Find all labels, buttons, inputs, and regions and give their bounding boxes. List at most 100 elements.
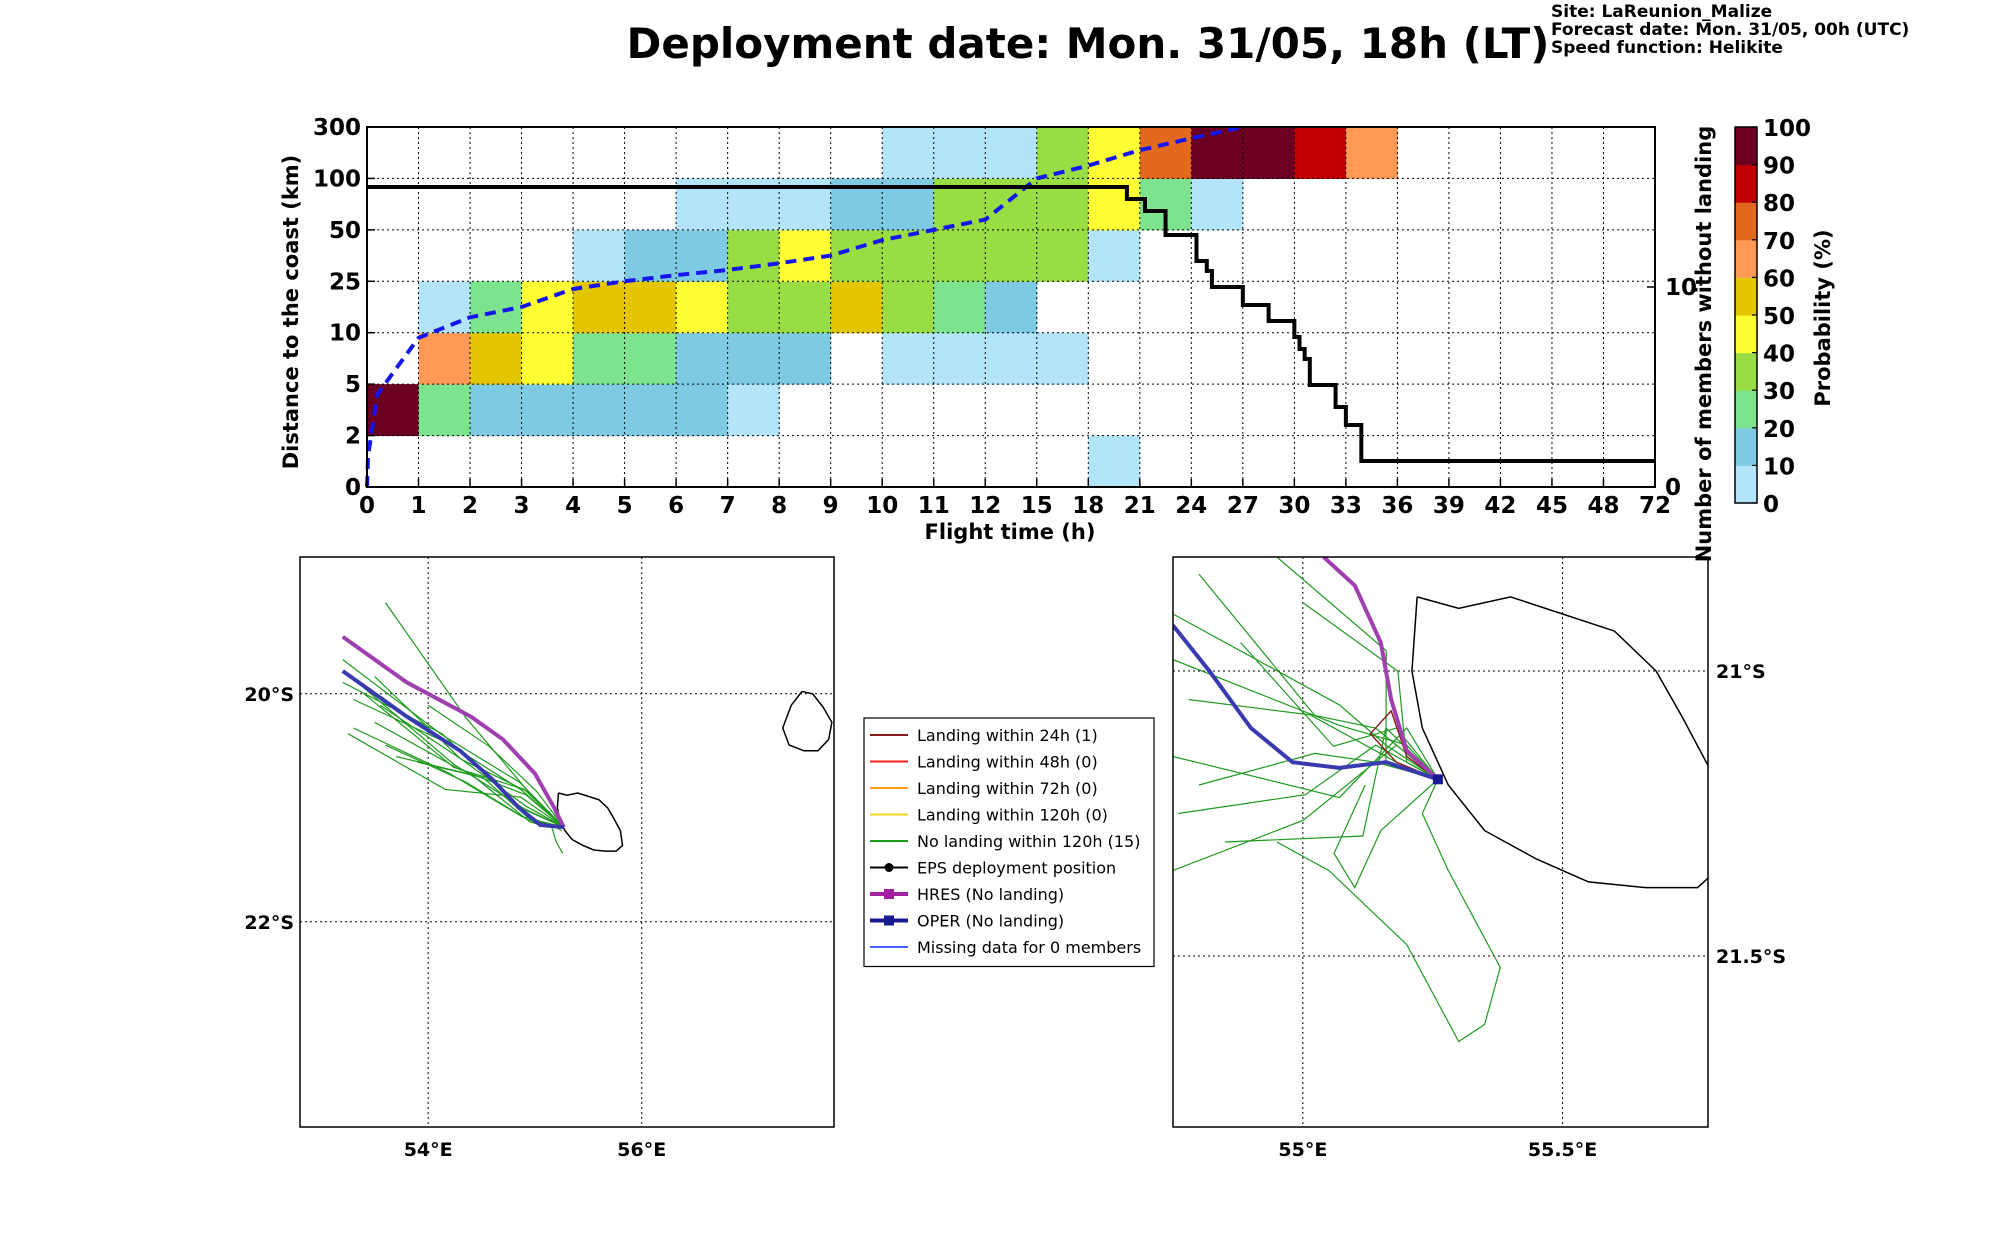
x-tick-label: 2 xyxy=(462,493,478,519)
colorbar-label: Probability (%) xyxy=(1811,229,1835,406)
y-tick-label: 100 xyxy=(313,166,361,192)
heat-cell xyxy=(1345,127,1398,179)
x-tick-label: 72 xyxy=(1639,493,1671,519)
median-distance-line xyxy=(365,125,1244,488)
legend-item: EPS deployment position xyxy=(870,859,1116,878)
heat-cell xyxy=(521,332,574,385)
heat-cell xyxy=(933,281,986,334)
legend-label: No landing within 120h (15) xyxy=(917,832,1140,851)
x-tick-label: 30 xyxy=(1278,493,1310,519)
ensemble-trajectory xyxy=(1333,778,1439,889)
heatmap-y2-label: Number of members without landing xyxy=(1692,126,1716,563)
colorbar-tick-label: 30 xyxy=(1763,379,1795,405)
figure-title: Deployment date: Mon. 31/05, 18h (LT) xyxy=(626,19,1549,68)
legend: Landing within 24h (1) Landing within 48h… xyxy=(863,717,1155,968)
heat-cell xyxy=(779,332,832,385)
heat-cell xyxy=(624,384,677,437)
ensemble-trajectory xyxy=(384,602,565,828)
colorbar-tick-label: 50 xyxy=(1763,304,1795,330)
heatmap-y-label: Distance to the coast (km) xyxy=(279,155,303,470)
ensemble-trajectory xyxy=(1173,613,1439,780)
heat-cell xyxy=(933,127,986,179)
heat-cell xyxy=(882,127,935,179)
heat-cell xyxy=(1242,127,1295,179)
x-tick-label: 45 xyxy=(1536,493,1568,519)
colorbar-segment xyxy=(1735,277,1757,316)
reunion-coastline xyxy=(556,792,624,852)
hres-trajectory xyxy=(341,635,566,829)
heat-cell xyxy=(779,281,832,334)
heat-cell xyxy=(1036,229,1089,282)
heat-cell xyxy=(573,384,626,437)
y-tick-label: 5 xyxy=(345,372,361,398)
legend-item: Missing data for 0 members xyxy=(870,938,1141,957)
legend-label: OPER (No landing) xyxy=(917,912,1064,931)
x-tick-label: 5 xyxy=(617,493,633,519)
colorbar-segment xyxy=(1735,427,1757,466)
reunion-coastline xyxy=(1411,596,1708,889)
x-tick-label: 27 xyxy=(1227,493,1259,519)
oper-trajectory xyxy=(1173,624,1439,782)
y-tick-label: 2 xyxy=(345,424,361,450)
heatmap-frame xyxy=(366,126,1656,488)
legend-item: Landing within 120h (0) xyxy=(870,806,1108,825)
legend-label: Missing data for 0 members xyxy=(917,938,1141,957)
map-lon-label: 55°E xyxy=(1278,1139,1327,1161)
heat-cell xyxy=(882,281,935,334)
colorbar-segment xyxy=(1735,315,1757,354)
x-tick-label: 1 xyxy=(411,493,427,519)
x-tick-label: 4 xyxy=(565,493,581,519)
heat-cell xyxy=(470,281,523,334)
map-lat-label: 21.5°S xyxy=(1716,946,1786,968)
map-content xyxy=(1173,557,1708,1127)
ensemble-trajectory xyxy=(353,727,564,828)
heat-cell xyxy=(882,332,935,385)
colorbar-tick-label: 90 xyxy=(1763,154,1795,180)
heat-cell xyxy=(624,229,677,282)
x-tick-label: 12 xyxy=(969,493,1001,519)
colorbar-tick-label: 0 xyxy=(1763,492,1779,518)
map-frame xyxy=(299,556,835,1128)
colorbar-tick-label: 40 xyxy=(1763,342,1795,368)
heat-cell xyxy=(985,127,1038,179)
map-zoom: 55°E 55.5°E 21°S 21.5°S xyxy=(1172,556,1786,1161)
colorbar-tick-label: 10 xyxy=(1763,454,1795,480)
heat-cell xyxy=(985,229,1038,282)
legend-label: Landing within 120h (0) xyxy=(917,806,1108,825)
heat-cell xyxy=(727,384,780,437)
legend-item: OPER (No landing) xyxy=(870,912,1064,931)
mauritius-coastline xyxy=(781,690,833,752)
colorbar-segment xyxy=(1735,127,1757,166)
x-tick-label: 9 xyxy=(823,493,839,519)
heat-cell xyxy=(521,384,574,437)
heat-cell xyxy=(418,281,471,334)
ensemble-trajectory xyxy=(1276,779,1501,1043)
map-lon-label: 56°E xyxy=(617,1139,666,1161)
legend-item: HRES (No landing) xyxy=(870,885,1064,904)
x-tick-label: 3 xyxy=(514,493,530,519)
landing-24h-trajectory xyxy=(1369,709,1439,780)
heat-cell xyxy=(985,332,1038,385)
x-tick-label: 7 xyxy=(720,493,736,519)
map-lat-label: 21°S xyxy=(1716,661,1766,683)
ensemble-trajectory xyxy=(1240,642,1439,780)
heat-cell xyxy=(624,332,677,385)
legend-swatch-square xyxy=(884,889,894,899)
x-tick-label: 39 xyxy=(1433,493,1465,519)
x-tick-label: 6 xyxy=(668,493,684,519)
heat-cell xyxy=(624,281,677,334)
x-tick-label: 0 xyxy=(359,493,375,519)
ensemble-trajectory xyxy=(363,687,565,828)
deployment-marker xyxy=(1432,774,1443,785)
x-tick-label: 15 xyxy=(1021,493,1053,519)
colorbar-segment xyxy=(1735,390,1757,429)
ensemble-trajectory xyxy=(1198,573,1439,780)
colorbar-tick-label: 70 xyxy=(1763,229,1795,255)
heat-cell xyxy=(470,332,523,385)
ensemble-trajectory xyxy=(1302,602,1439,780)
legend-label: Landing within 24h (1) xyxy=(917,726,1098,745)
heat-cell xyxy=(882,229,935,282)
x-tick-label: 42 xyxy=(1484,493,1516,519)
heat-cell xyxy=(727,281,780,334)
